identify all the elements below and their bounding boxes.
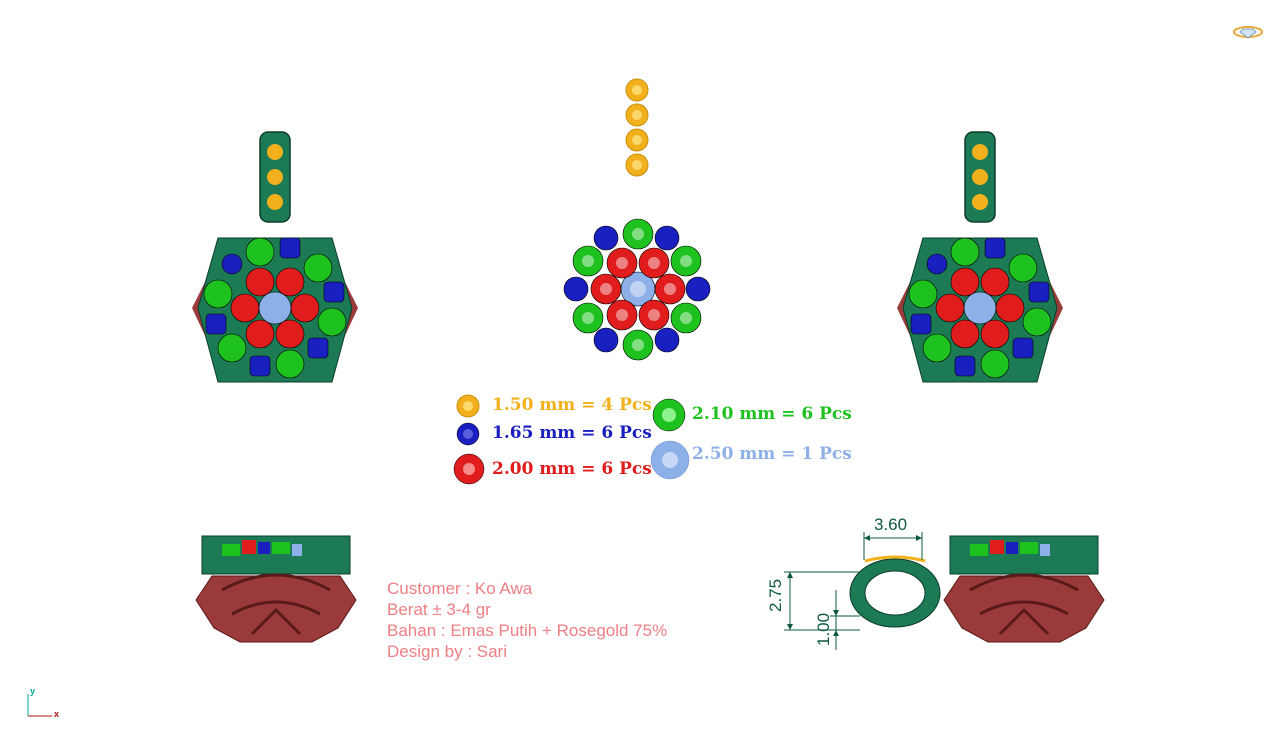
pendant-side-view-left	[195, 535, 357, 643]
pendant-top-view-left	[192, 131, 358, 383]
pendant-top-view-right	[897, 131, 1063, 383]
dimension-lines	[784, 532, 923, 650]
gold-stone-icon	[456, 394, 480, 418]
red-stone-icon	[453, 453, 485, 485]
ring-logo-icon	[1233, 26, 1263, 39]
legend-label-1-50: 1.50 mm = 4 Pcs	[492, 395, 652, 415]
bail-cross-section	[849, 555, 941, 628]
legend-label-1-65: 1.65 mm = 6 Pcs	[492, 423, 652, 443]
green-stone-icon	[652, 398, 686, 432]
dimension-width-label: 3.60	[874, 515, 908, 534]
customer-text: Customer : Ko Awa	[387, 579, 533, 598]
lightblue-stone-icon	[650, 440, 690, 480]
designer-text: Design by : Sari	[387, 642, 507, 661]
axis-indicator-icon	[27, 694, 52, 717]
weight-text: Berat ± 3-4 gr	[387, 600, 491, 619]
blue-stone-icon	[456, 422, 480, 446]
material-text: Bahan : Emas Putih + Rosegold 75%	[387, 621, 668, 640]
legend-label-2-50: 2.50 mm = 1 Pcs	[692, 444, 852, 464]
dimension-height-label: 2.75	[766, 578, 785, 612]
stone-layout-cluster	[563, 218, 711, 361]
dimension-thickness-label: 1.00	[814, 612, 833, 646]
legend-label-2-00: 2.00 mm = 6 Pcs	[492, 459, 652, 479]
axis-y-label: y	[30, 686, 36, 696]
legend-label-2-10: 2.10 mm = 6 Pcs	[692, 404, 852, 424]
gold-stone-column	[625, 78, 649, 177]
axis-x-label: x	[54, 709, 60, 719]
pendant-side-view-right	[943, 535, 1105, 643]
